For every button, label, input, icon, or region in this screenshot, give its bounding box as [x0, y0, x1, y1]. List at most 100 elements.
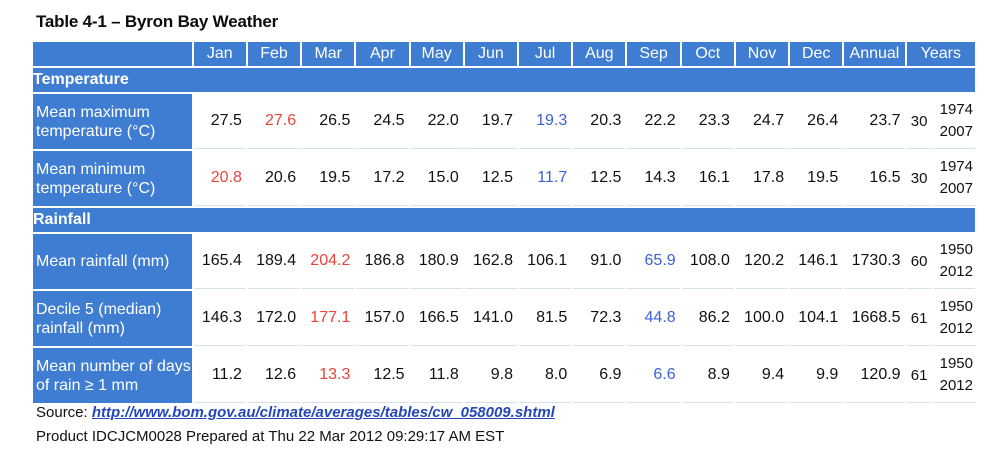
- col-header-dec: Dec: [790, 42, 843, 66]
- col-header-may: May: [410, 42, 463, 66]
- cell-period: 1974 2007: [933, 94, 975, 149]
- cell-aug: 6.9: [573, 348, 626, 403]
- cell-nov: 9.4: [735, 348, 789, 403]
- cell-mar: 177.1: [302, 291, 355, 346]
- cell-jun: 12.5: [464, 151, 517, 206]
- cell-aug: 72.3: [573, 291, 626, 346]
- cell-feb: 27.6: [247, 94, 301, 149]
- cell-jun: 9.8: [464, 348, 517, 403]
- cell-oct: 16.1: [681, 151, 734, 206]
- cell-period: 1974 2007: [933, 151, 975, 206]
- cell-annual: 1668.5: [844, 291, 905, 346]
- cell-dec: 104.1: [790, 291, 843, 346]
- cell-period: 1950 2012: [933, 348, 975, 403]
- cell-oct: 8.9: [681, 348, 734, 403]
- cell-aug: 12.5: [573, 151, 626, 206]
- period-end: 2012: [939, 263, 973, 280]
- cell-sep: 65.9: [627, 234, 680, 289]
- cell-may: 166.5: [410, 291, 463, 346]
- period-start: 1974: [939, 101, 973, 118]
- row-label: Mean number of days of rain ≥ 1 mm: [33, 348, 192, 403]
- cell-feb: 20.6: [247, 151, 301, 206]
- col-header-annual: Annual: [844, 42, 905, 66]
- cell-apr: 17.2: [356, 151, 409, 206]
- period-end: 2007: [939, 180, 973, 197]
- table-row: Mean maximum temperature (°C) 27.5 27.6 26.…: [33, 94, 975, 149]
- weather-table: Jan Feb Mar Apr May Jun Jul Aug Sep Oct …: [31, 40, 977, 405]
- source-link[interactable]: http://www.bom.gov.au/climate/averages/t…: [91, 404, 555, 421]
- cell-years-count: 30: [906, 151, 932, 206]
- row-label: Decile 5 (median) rainfall (mm): [33, 291, 192, 346]
- col-header-apr: Apr: [356, 42, 409, 66]
- col-header-aug: Aug: [573, 42, 626, 66]
- cell-jun: 141.0: [464, 291, 517, 346]
- cell-aug: 91.0: [573, 234, 626, 289]
- cell-annual: 16.5: [844, 151, 905, 206]
- cell-apr: 186.8: [356, 234, 409, 289]
- period-end: 2007: [939, 123, 973, 140]
- cell-period: 1950 2012: [933, 234, 975, 289]
- row-label: Mean rainfall (mm): [33, 234, 192, 289]
- cell-jan: 165.4: [193, 234, 246, 289]
- cell-oct: 86.2: [681, 291, 734, 346]
- cell-may: 15.0: [410, 151, 463, 206]
- cell-jul: 81.5: [519, 291, 572, 346]
- cell-jun: 162.8: [464, 234, 517, 289]
- col-header-nov: Nov: [735, 42, 789, 66]
- cell-nov: 24.7: [735, 94, 789, 149]
- cell-oct: 23.3: [681, 94, 734, 149]
- cell-mar: 13.3: [302, 348, 355, 403]
- cell-years-count: 30: [906, 94, 932, 149]
- cell-jun: 19.7: [464, 94, 517, 149]
- cell-jul: 19.3: [519, 94, 572, 149]
- section-row-temperature: Temperature: [33, 68, 975, 92]
- cell-apr: 12.5: [356, 348, 409, 403]
- cell-sep: 6.6: [627, 348, 680, 403]
- cell-years-count: 61: [906, 291, 932, 346]
- cell-mar: 19.5: [302, 151, 355, 206]
- table-row: Decile 5 (median) rainfall (mm) 146.3 172.…: [33, 291, 975, 346]
- cell-apr: 24.5: [356, 94, 409, 149]
- cell-jan: 146.3: [193, 291, 246, 346]
- cell-oct: 108.0: [681, 234, 734, 289]
- cell-dec: 146.1: [790, 234, 843, 289]
- period-end: 2012: [939, 320, 973, 337]
- col-header-sep: Sep: [627, 42, 680, 66]
- cell-period: 1950 2012: [933, 291, 975, 346]
- cell-may: 11.8: [410, 348, 463, 403]
- cell-sep: 44.8: [627, 291, 680, 346]
- cell-may: 22.0: [410, 94, 463, 149]
- source-prefix: Source:: [36, 404, 92, 421]
- section-heading: Rainfall: [33, 208, 975, 232]
- table-title: Table 4-1 – Byron Bay Weather: [36, 12, 279, 31]
- section-heading: Temperature: [33, 68, 975, 92]
- table-row: Mean rainfall (mm) 165.4 189.4 204.2 186.8 18…: [33, 234, 975, 289]
- cell-years-count: 61: [906, 348, 932, 403]
- cell-aug: 20.3: [573, 94, 626, 149]
- col-header-feb: Feb: [247, 42, 301, 66]
- cell-years-count: 60: [906, 234, 932, 289]
- cell-sep: 22.2: [627, 94, 680, 149]
- cell-nov: 17.8: [735, 151, 789, 206]
- cell-jul: 8.0: [519, 348, 572, 403]
- cell-mar: 26.5: [302, 94, 355, 149]
- header-corner: [33, 42, 192, 66]
- cell-jan: 20.8: [193, 151, 246, 206]
- cell-annual: 1730.3: [844, 234, 905, 289]
- table-row: Mean number of days of rain ≥ 1 mm 11.2 12…: [33, 348, 975, 403]
- cell-may: 180.9: [410, 234, 463, 289]
- cell-annual: 23.7: [844, 94, 905, 149]
- table-body: Temperature Mean maximum temperature (°C)…: [33, 68, 975, 403]
- period-start: 1950: [939, 298, 973, 315]
- cell-dec: 26.4: [790, 94, 843, 149]
- header-row: Jan Feb Mar Apr May Jun Jul Aug Sep Oct …: [33, 42, 975, 66]
- row-label: Mean minimum temperature (°C): [33, 151, 192, 206]
- period-start: 1974: [939, 158, 973, 175]
- product-line: Product IDCJCM0028 Prepared at Thu 22 Ma…: [36, 428, 505, 445]
- cell-jul: 106.1: [519, 234, 572, 289]
- cell-annual: 120.9: [844, 348, 905, 403]
- row-label: Mean maximum temperature (°C): [33, 94, 192, 149]
- cell-jul: 11.7: [519, 151, 572, 206]
- cell-feb: 172.0: [247, 291, 301, 346]
